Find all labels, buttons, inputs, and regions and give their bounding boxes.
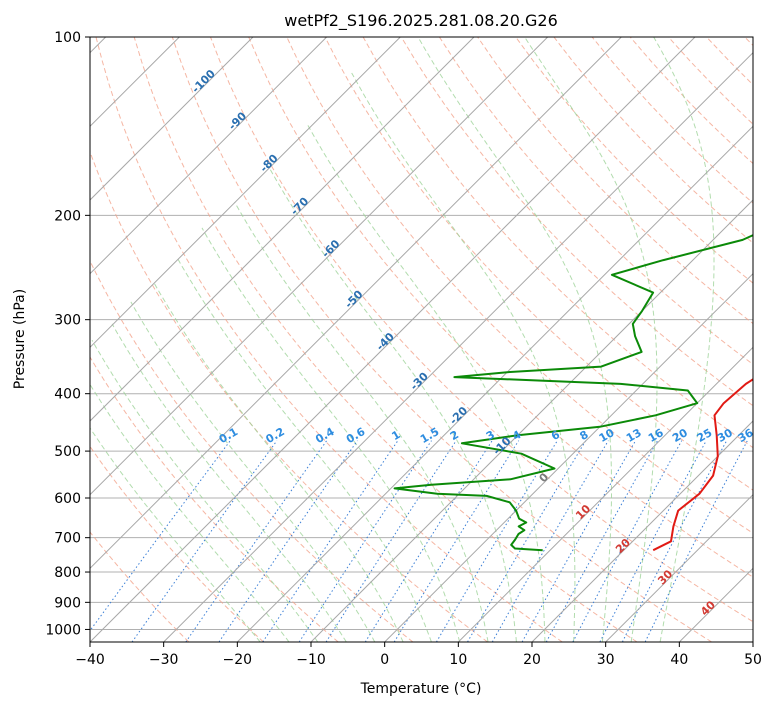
isotherm-line [90,37,328,275]
dry-adiabat [90,445,264,642]
mixing-ratio-line [90,440,231,632]
y-tick-label: 200 [54,208,81,224]
x-tick-label: 0 [380,652,389,668]
moist-adiabat [267,165,517,642]
isotherm-line [605,493,753,642]
moist-adiabat [234,201,489,642]
isotherm-line [531,420,753,642]
dry-adiabat [438,37,753,366]
x-axis-ticks: −40 −30 −20 −10 0 10 20 30 40 50 [75,642,762,668]
moist-adiabat [524,37,658,642]
mixing-ratio-line [364,440,493,642]
isotherm-line [163,51,753,642]
moist-adiabat [417,37,612,642]
chart-title: wetPf2_S196.2025.281.08.20.G26 [284,11,558,31]
moist-adiabat [351,72,576,642]
mixing-ratio-line [572,440,683,642]
y-axis-title: Pressure (hPa) [12,289,28,389]
dry-adiabat [324,37,753,491]
mixing-ratio-line [467,440,587,642]
moist-adiabat [111,323,347,642]
y-tick-label: 100 [54,30,81,46]
isotherm-line [90,37,475,422]
pressure-gridlines [90,37,753,630]
x-tick-label: 20 [523,652,541,668]
sounding-profiles [393,234,753,552]
mixing-ratio-line [521,440,637,642]
moist-adiabat [306,123,546,642]
dry-adiabat [210,37,753,623]
isotherm-line [752,641,753,642]
moist-adiabats [90,37,715,642]
dry-adiabat [95,37,563,642]
isotherm-line [310,199,753,642]
x-tick-label: −30 [149,652,179,668]
dry-adiabat [90,531,190,642]
y-tick-label: 500 [54,444,81,460]
x-tick-label: −20 [223,652,253,668]
mixing-ratio-line [545,440,659,642]
dry-adiabat [400,37,753,407]
dry-adiabat [90,150,488,642]
isotherm-line [90,37,696,642]
dry-adiabat [171,37,712,642]
mixing-ratio-line [325,440,457,642]
moist-adiabat [90,383,290,642]
plot-frame [89,36,754,643]
x-tick-label: −10 [296,652,326,668]
x-axis-title: Temperature (°C) [360,681,482,697]
moist-adiabat [91,340,319,642]
dry-adiabat [90,356,339,642]
x-tick-label: −40 [75,652,105,668]
x-tick-label: 30 [597,652,615,668]
x-tick-label: 50 [744,652,762,668]
y-tick-label: 1000 [45,622,81,638]
mixing-ratio-line [435,440,558,642]
isotherm-line [90,37,254,201]
moist-adiabat [90,427,261,642]
plot-background [90,37,753,642]
moist-adiabat [653,37,715,642]
isotherm-line [90,37,549,496]
mixing-ratio-line [644,440,748,642]
y-tick-label: 700 [54,531,81,547]
mixing-ratio-line [185,440,328,642]
moist-adiabat [201,227,461,642]
x-tick-label: 40 [670,652,688,668]
temperature-profile-line [652,378,753,552]
skewed-isotherms [90,37,753,642]
y-axis-ticks: 100 200 300 400 500 600 700 800 900 1000 [45,30,90,638]
dewpoint-profile-line [393,234,753,552]
dry-adiabat [515,37,753,284]
mixing-ratio-line [131,440,278,642]
y-tick-label: 400 [54,387,81,403]
x-tick-label: 10 [449,652,467,668]
mixing-ratio-line [262,440,399,642]
y-tick-label: 600 [54,491,81,507]
isotherm-line [384,272,753,642]
dry-adiabat [133,37,638,642]
y-tick-label: 300 [54,313,81,329]
isotherm-line [236,125,753,642]
y-tick-label: 900 [54,595,81,611]
isotherm-line [457,346,753,642]
isotherm-line [90,37,401,349]
dry-adiabat [248,37,753,578]
isotherm-line [90,37,622,570]
moist-adiabat [176,256,432,642]
y-tick-label: 800 [54,565,81,581]
mixing-ratio-line [491,440,609,642]
